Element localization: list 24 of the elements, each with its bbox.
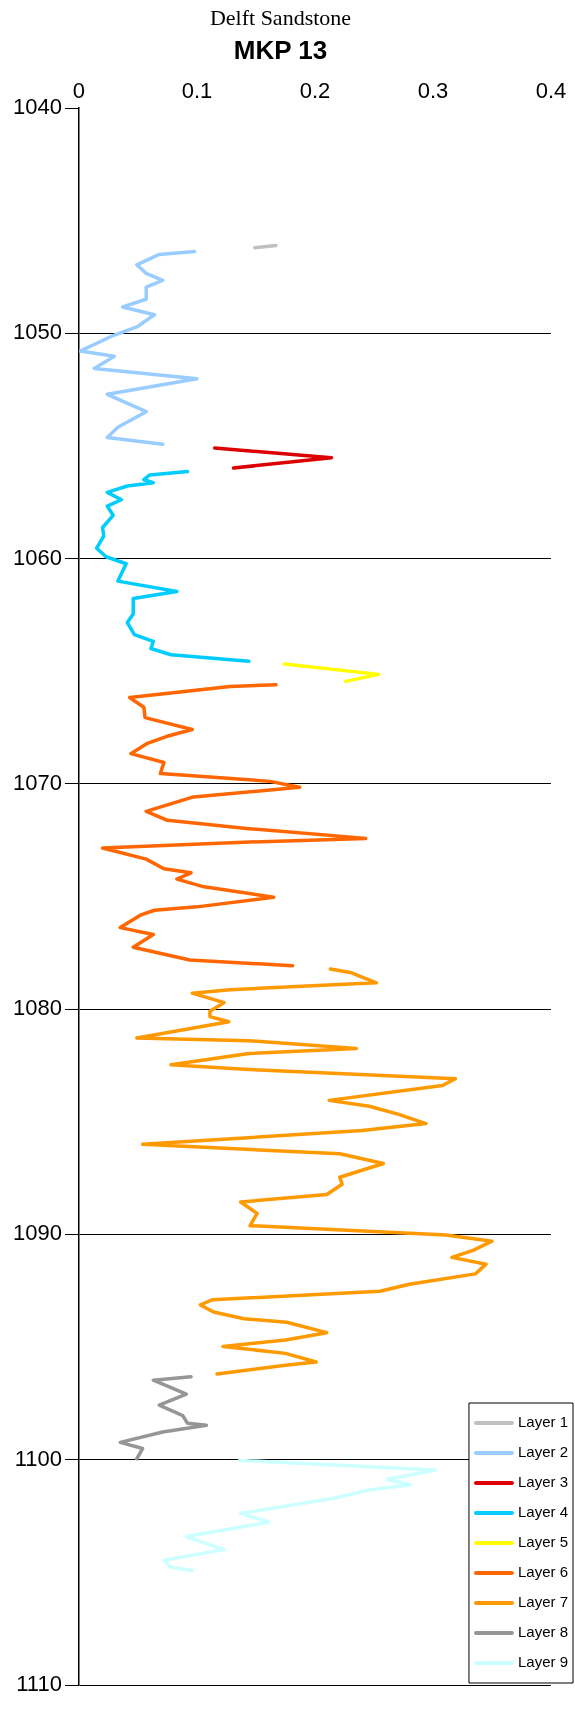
legend-label: Layer 9 bbox=[517, 1653, 569, 1671]
x-tick-label: 0 bbox=[72, 77, 86, 103]
x-tick-label: 0.4 bbox=[535, 77, 567, 103]
legend-label: Layer 3 bbox=[517, 1473, 569, 1491]
y-tick-label: 1080 bbox=[12, 995, 62, 1021]
y-tick-label: 1040 bbox=[12, 94, 62, 120]
y-tick-label: 1070 bbox=[12, 769, 62, 795]
chart-title: Delft Sandstone bbox=[209, 4, 352, 30]
x-tick-label: 0.2 bbox=[299, 77, 331, 103]
y-tick-label: 1100 bbox=[14, 1445, 62, 1471]
legend-label: Layer 7 bbox=[517, 1593, 569, 1611]
y-tick-label: 1090 bbox=[12, 1220, 62, 1246]
chart-subtitle: MKP 13 bbox=[233, 35, 328, 66]
legend-label: Layer 2 bbox=[517, 1443, 569, 1461]
y-tick-label: 1060 bbox=[12, 544, 62, 570]
y-tick-label: 1110 bbox=[16, 1671, 62, 1697]
legend-label: Layer 4 bbox=[517, 1503, 569, 1521]
x-tick-label: 0.3 bbox=[417, 77, 449, 103]
y-tick-label: 1050 bbox=[12, 319, 62, 345]
x-tick-label: 0.1 bbox=[181, 77, 213, 103]
legend-label: Layer 8 bbox=[517, 1623, 569, 1641]
legend-label: Layer 6 bbox=[517, 1563, 569, 1581]
legend-label: Layer 5 bbox=[517, 1533, 569, 1551]
legend-label: Layer 1 bbox=[517, 1413, 569, 1431]
